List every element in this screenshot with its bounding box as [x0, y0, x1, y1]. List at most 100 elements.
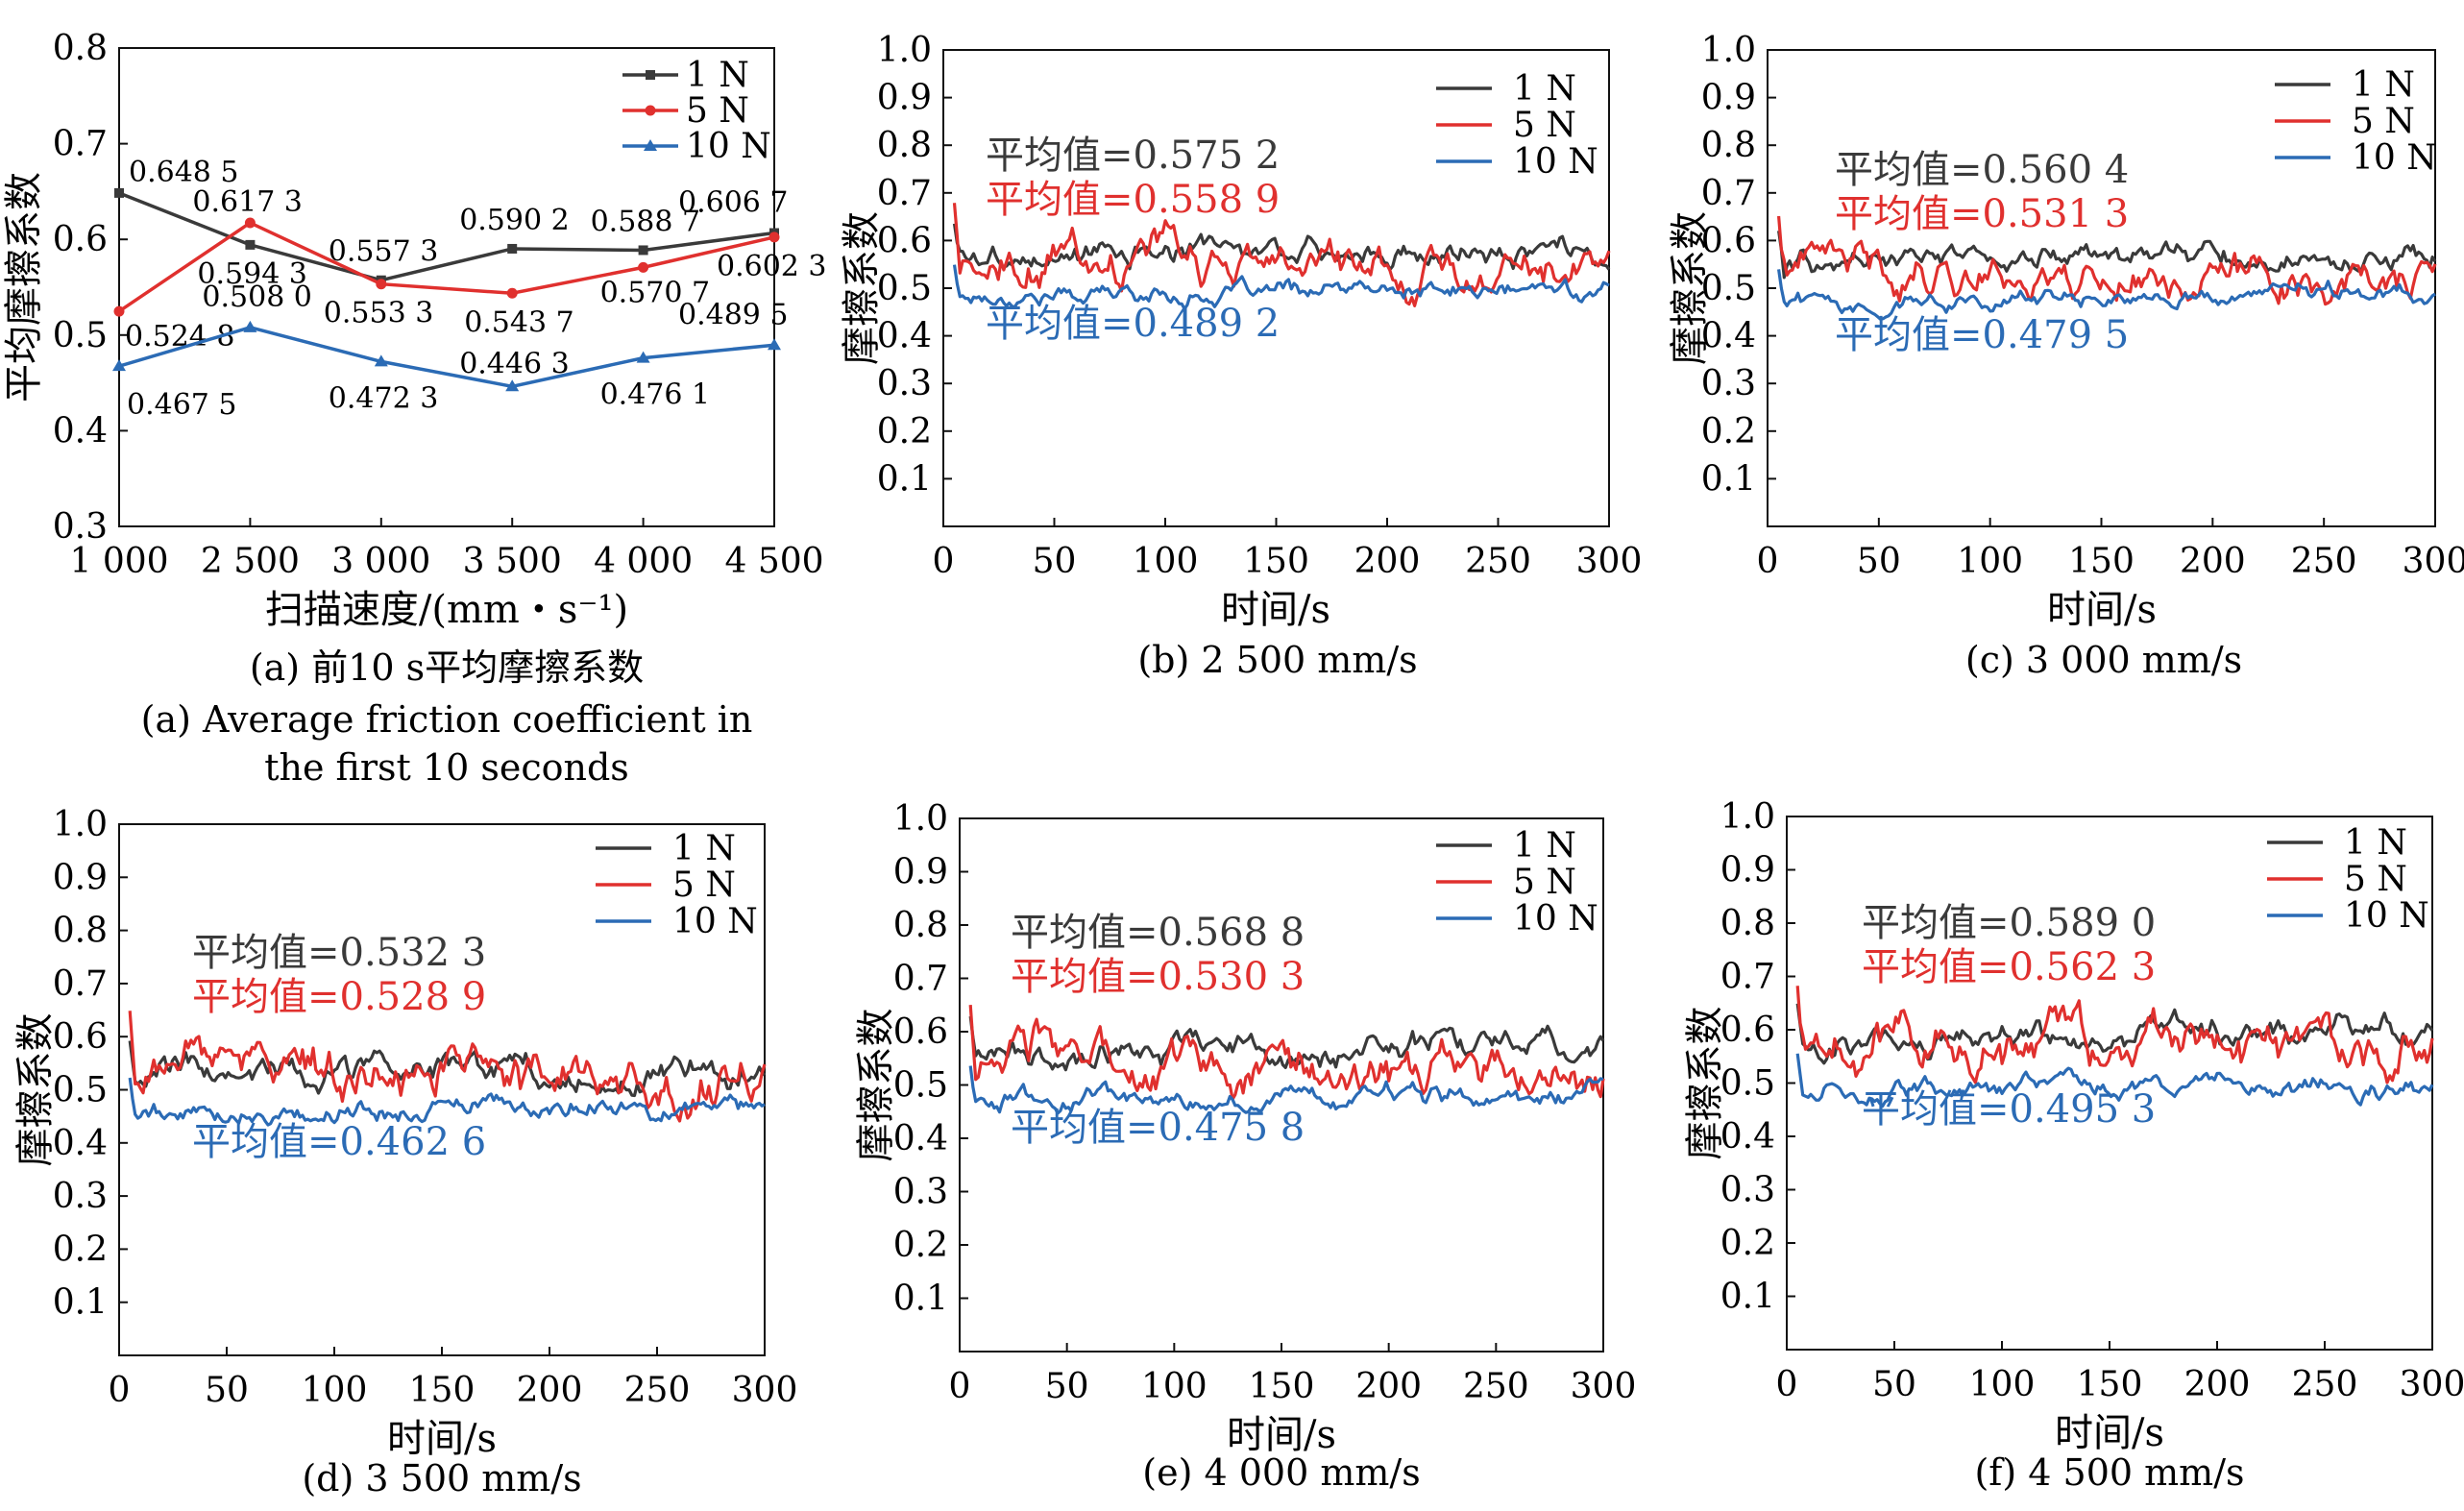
- mean-annotation: 平均值=0.531 3: [1835, 192, 2129, 236]
- data-label: 0.508 0: [202, 280, 312, 314]
- x-axis-label: 时间/s: [2055, 1411, 2164, 1455]
- y-tick-label: 0.2: [53, 1230, 108, 1269]
- x-tick-label: 0: [1776, 1365, 1798, 1404]
- y-tick-label: 0.5: [53, 1071, 108, 1110]
- caption: (d) 3 500 mm/s: [302, 1457, 581, 1499]
- x-tick-label: 100: [1969, 1365, 2036, 1404]
- mean-annotation: 平均值=0.530 3: [1011, 955, 1305, 999]
- y-tick-label: 0.8: [1701, 126, 1756, 165]
- legend-label: 1 N: [2352, 65, 2415, 105]
- mean-annotation: 平均值=0.560 4: [1835, 148, 2129, 192]
- mean-annotation: 平均值=0.495 3: [1862, 1087, 2156, 1132]
- y-tick-label: 0.7: [1701, 174, 1756, 213]
- mean-annotation: 平均值=0.558 9: [986, 178, 1280, 222]
- x-tick-label: 150: [1249, 1367, 1315, 1406]
- x-tick-label: 300: [1571, 1367, 1637, 1406]
- x-tick-label: 150: [1243, 542, 1309, 581]
- data-point: [768, 338, 781, 351]
- data-point: [507, 243, 518, 254]
- caption: (a) 前10 s平均摩擦系数: [250, 646, 644, 689]
- legend-label: 5 N: [2352, 102, 2415, 141]
- y-axis-label: 摩擦系数: [1668, 211, 1712, 365]
- mean-annotation: 平均值=0.475 8: [1011, 1106, 1305, 1150]
- x-tick-label: 200: [2184, 1365, 2251, 1404]
- y-tick-label: 0.5: [1720, 1064, 1775, 1104]
- y-tick-label: 0.9: [893, 853, 948, 892]
- panel-c: 0.1 0.2 0.3 0.4 0.5 0.6 0.7 0.8 0.9 1.0 0 50 100 150 2…: [1668, 31, 2464, 681]
- y-tick-label: 0.3: [893, 1173, 948, 1212]
- y-tick-label: 0.7: [893, 960, 948, 999]
- x-tick-label: 2 500: [201, 542, 300, 581]
- data-point: [245, 239, 256, 250]
- x-tick-label: 0: [933, 542, 955, 581]
- x-tick-label: 300: [732, 1371, 798, 1410]
- data-point: [244, 217, 256, 229]
- data-label: 0.553 3: [324, 297, 434, 330]
- y-axis-label: 摩擦系数: [1683, 1007, 1727, 1160]
- y-tick-label: 0.1: [1701, 459, 1756, 499]
- y-tick-label: 0.3: [1720, 1171, 1775, 1210]
- series-line: [128, 1011, 767, 1123]
- mean-annotation: 平均值=0.489 2: [986, 302, 1280, 346]
- data-label: 0.467 5: [127, 388, 237, 422]
- y-tick-label: 0.9: [1701, 79, 1756, 118]
- y-tick-label: 0.1: [877, 459, 932, 499]
- x-tick-label: 300: [1576, 542, 1643, 581]
- y-tick-label: 0.6: [877, 221, 932, 260]
- y-tick-label: 1.0: [1720, 797, 1775, 837]
- data-point: [113, 305, 125, 317]
- x-tick-label: 0: [1757, 542, 1779, 581]
- legend-marker: [644, 139, 657, 151]
- x-tick-label: 50: [1857, 542, 1901, 581]
- y-axis-label: 摩擦系数: [854, 1009, 898, 1162]
- x-tick-label: 250: [1465, 542, 1531, 581]
- x-tick-label: 0: [949, 1367, 971, 1406]
- data-label: 0.570 7: [600, 276, 711, 309]
- y-tick-label: 0.6: [1701, 221, 1756, 260]
- x-tick-label: 250: [2291, 542, 2357, 581]
- y-tick-label: 0.4: [1720, 1117, 1775, 1157]
- data-label: 0.594 3: [197, 257, 307, 291]
- y-tick-label: 0.4: [1701, 317, 1756, 356]
- x-tick-label: 200: [1354, 542, 1421, 581]
- y-tick-label: 0.8: [53, 912, 108, 951]
- caption: (b) 2 500 mm/s: [1137, 639, 1417, 681]
- series-line: [968, 1015, 1605, 1072]
- legend-label: 5 N: [672, 865, 736, 905]
- y-tick-label: 0.3: [877, 364, 932, 403]
- y-tick-label: 0.4: [877, 317, 932, 356]
- y-tick-label: 0.6: [1720, 1011, 1775, 1050]
- y-tick-label: 0.6: [53, 1017, 108, 1057]
- y-tick-label: 0.5: [877, 269, 932, 308]
- data-label: 0.602 3: [717, 250, 827, 283]
- legend-label: 1 N: [2344, 823, 2407, 863]
- x-tick-label: 300: [2403, 542, 2464, 581]
- y-tick-label: 0.9: [1720, 851, 1775, 890]
- series-line: [118, 326, 775, 389]
- data-point: [112, 359, 126, 372]
- y-tick-label: 1.0: [53, 805, 108, 844]
- data-label: 0.489 5: [678, 298, 789, 331]
- x-tick-label: 100: [1141, 1367, 1208, 1406]
- data-label: 0.606 7: [678, 186, 789, 220]
- panel-d: 0.1 0.2 0.3 0.4 0.5 0.6 0.7 0.8 0.9 1.0 0 50 100 150 2…: [13, 805, 797, 1499]
- x-tick-label: 100: [1957, 542, 2023, 581]
- data-label: 0.617 3: [192, 185, 303, 219]
- y-tick-label: 0.3: [53, 1177, 108, 1216]
- data-point: [243, 320, 257, 332]
- y-tick-label: 0.2: [1720, 1224, 1775, 1263]
- x-axis-label: 时间/s: [1227, 1413, 1336, 1457]
- legend-label: 1 N: [1513, 826, 1576, 865]
- x-tick-label: 150: [409, 1371, 476, 1410]
- legend-marker: [645, 105, 656, 116]
- mean-annotation: 平均值=0.528 9: [192, 975, 486, 1019]
- x-tick-label: 250: [1463, 1367, 1529, 1406]
- y-tick-label: 0.2: [1701, 412, 1756, 451]
- legend-label: 1 N: [672, 829, 736, 868]
- series-line: [1795, 1003, 2434, 1065]
- y-tick-label: 1.0: [877, 31, 932, 70]
- series-line: [952, 203, 1611, 307]
- y-tick-label: 0.4: [53, 1124, 108, 1163]
- x-tick-label: 3 000: [331, 542, 430, 581]
